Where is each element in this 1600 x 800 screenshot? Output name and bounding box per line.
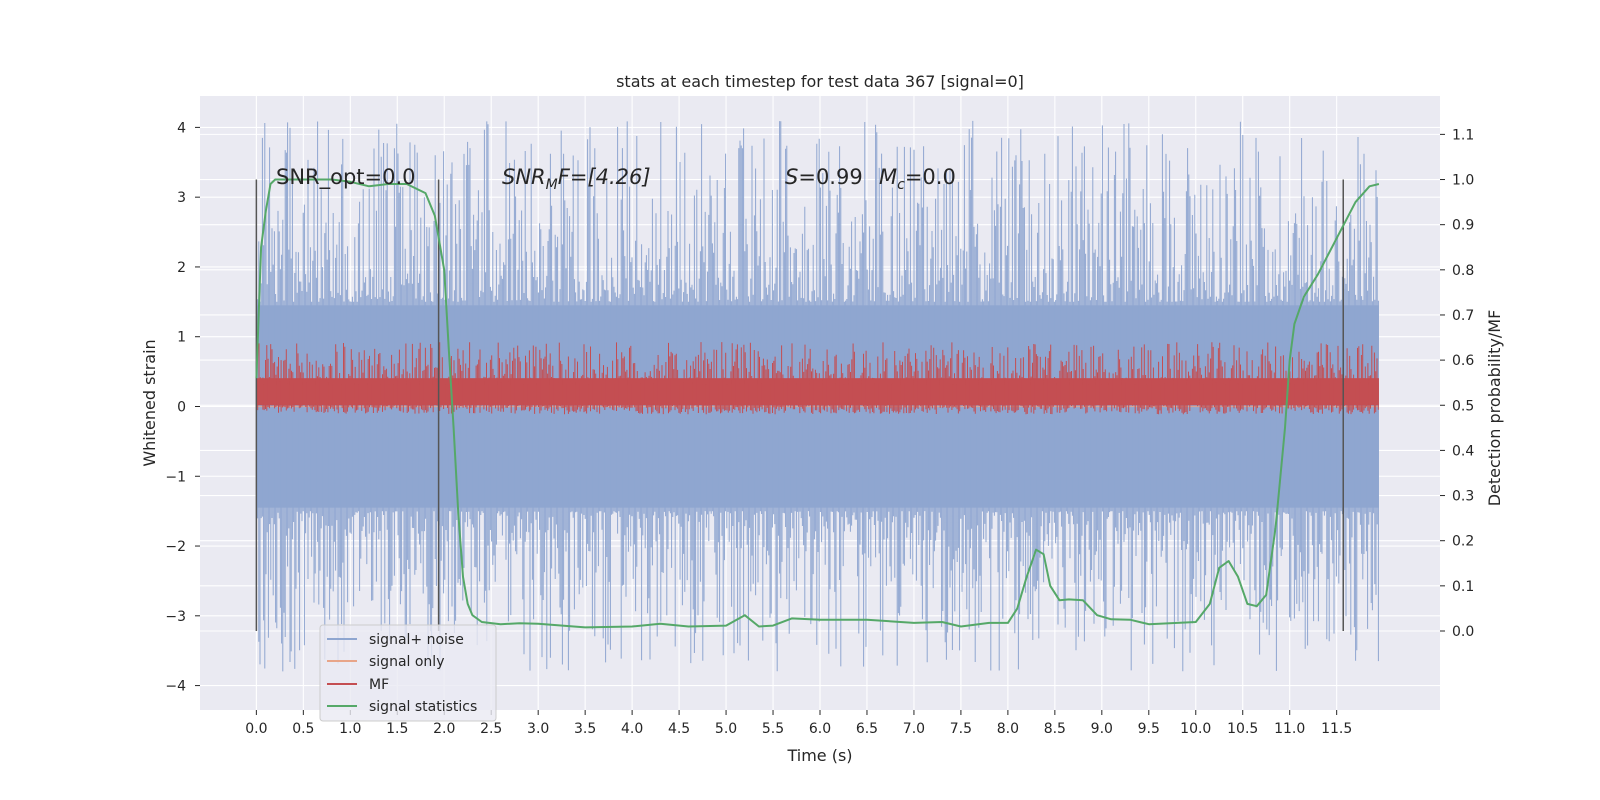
legend-label-signal-only: signal only — [369, 654, 444, 670]
y2-tick-label: 0.9 — [1452, 218, 1474, 234]
x-tick-label: 5.5 — [762, 721, 784, 737]
y2-tick-label: 0.8 — [1452, 263, 1474, 279]
x-tick-label: 8.5 — [1044, 721, 1066, 737]
y-tick-label: −3 — [165, 609, 186, 625]
x-tick-label: 0.5 — [292, 721, 314, 737]
legend-label-mf: MF — [369, 677, 389, 693]
x-tick-label: 1.0 — [339, 721, 361, 737]
x-tick-label: 3.0 — [527, 721, 549, 737]
y2-tick-label: 1.0 — [1452, 173, 1474, 189]
annotation-s-var: S — [785, 165, 798, 189]
x-tick-label: 10.5 — [1227, 721, 1258, 737]
x-tick-label: 2.5 — [480, 721, 502, 737]
vertical-markers — [255, 179, 1344, 631]
x-tick-label: 2.0 — [433, 721, 455, 737]
y2-axis-label: Detection probability/MF — [1485, 310, 1504, 507]
annotation-mc: Mc=0.0 — [879, 165, 956, 193]
x-tick-label: 6.5 — [856, 721, 878, 737]
x-tick-label: 0.0 — [245, 721, 267, 737]
annotation-mc-var: M — [879, 165, 897, 189]
y-tick-label: −4 — [165, 679, 186, 695]
x-tick-label: 9.5 — [1138, 721, 1160, 737]
y-axis-ticks: 4 3 2 1 0 −1 −2 −3 −4 — [165, 120, 200, 695]
y2-tick-label: 0.7 — [1452, 308, 1474, 324]
x-tick-label: 6.0 — [809, 721, 831, 737]
y-tick-label: 1 — [177, 330, 186, 346]
legend-box — [319, 624, 497, 722]
y2-axis-ticks: 1.1 1.0 0.9 0.8 0.7 0.6 0.5 0.4 0.3 0.2 0.1 0.0 — [1440, 127, 1474, 640]
x-tick-label: 3.5 — [574, 721, 596, 737]
y-axis-label: Whitened strain — [140, 339, 159, 466]
annotation-snr-mf: SNRMF=[4.26] — [502, 165, 651, 193]
x-axis-label: Time (s) — [786, 746, 852, 765]
y2-tick-label: 0.6 — [1452, 353, 1474, 369]
y-tick-label: 0 — [177, 399, 186, 415]
series-signal-statistics — [255, 178, 1380, 629]
x-tick-label: 4.5 — [668, 721, 690, 737]
annotation-snr-mf-sub: M — [546, 177, 558, 193]
y2-tick-label: 0.5 — [1452, 398, 1474, 414]
y2-tick-label: 1.1 — [1452, 127, 1474, 143]
x-tick-label: 5.0 — [715, 721, 737, 737]
y-tick-label: −2 — [165, 539, 186, 555]
x-tick-label: 7.5 — [950, 721, 972, 737]
y2-tick-label: 0.1 — [1452, 579, 1474, 595]
y2-tick-label: 0.2 — [1452, 534, 1474, 550]
series-mf — [255, 342, 1379, 415]
y2-tick-label: 0.3 — [1452, 489, 1474, 505]
annotation-s: S=0.99 — [785, 165, 863, 189]
annotation-s-rest: =0.99 — [798, 165, 862, 189]
annotation-mc-sub: c — [897, 177, 905, 193]
annotation-snr-opt: SNR_opt=0.0 — [276, 165, 416, 190]
annotation-snr-mf-var: SNR — [502, 165, 546, 189]
annotation-snr-mf-rest: F=[4.26] — [558, 165, 651, 189]
y2-tick-label: 0.4 — [1452, 443, 1474, 459]
x-tick-label: 8.0 — [997, 721, 1019, 737]
legend: signal+ noise signal only MF signal stat… — [319, 624, 497, 722]
y2-tick-label: 0.0 — [1452, 624, 1474, 640]
y-tick-label: 3 — [177, 190, 186, 206]
x-axis-ticks: 0.0 0.5 1.0 1.5 2.0 2.5 3.0 3.5 4.0 4.5 5.0 5.5 6.0 6… — [245, 710, 1352, 737]
x-tick-label: 10.0 — [1180, 721, 1211, 737]
x-tick-label: 4.0 — [621, 721, 643, 737]
y-tick-label: 2 — [177, 260, 186, 276]
legend-label-signal-statistics: signal statistics — [369, 699, 477, 715]
x-tick-label: 9.0 — [1091, 721, 1113, 737]
y-tick-label: 4 — [177, 120, 186, 136]
signal-statistics-line — [255, 178, 1380, 629]
x-tick-label: 11.0 — [1274, 721, 1305, 737]
x-tick-label: 1.5 — [386, 721, 408, 737]
legend-label-signal-noise: signal+ noise — [369, 632, 464, 648]
y-tick-label: −1 — [165, 469, 186, 485]
x-tick-label: 7.0 — [903, 721, 925, 737]
annotation-mc-rest: =0.0 — [905, 165, 956, 189]
chart-title: stats at each timestep for test data 367… — [616, 72, 1024, 91]
x-tick-label: 11.5 — [1321, 721, 1352, 737]
